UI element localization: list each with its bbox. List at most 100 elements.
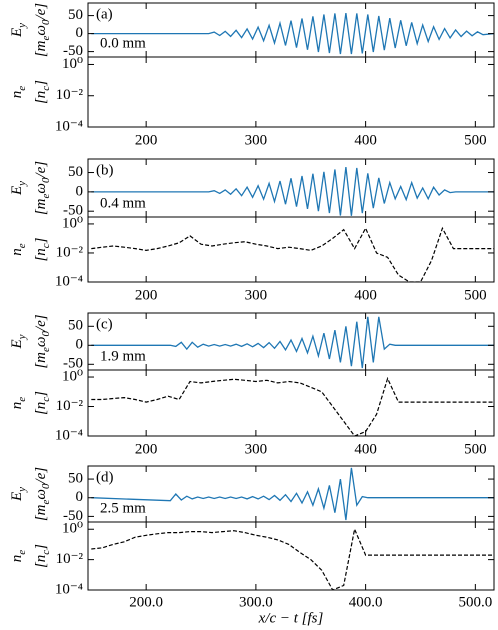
data-line xyxy=(91,376,494,436)
x-tick-label: 400 xyxy=(354,287,377,303)
axes-frame xyxy=(87,216,495,283)
subscript: 0 xyxy=(40,483,52,489)
subscript: 0 xyxy=(40,177,52,183)
subscript: 0 xyxy=(40,331,52,337)
label-part: [n xyxy=(33,248,49,261)
label-part: /e] xyxy=(33,467,49,485)
y-axis-label: [meω0/e] xyxy=(33,161,51,215)
x-tick-label: 400 xyxy=(354,132,377,148)
y-tick-label: 10⁻⁴ xyxy=(55,427,83,443)
subscript: y xyxy=(16,181,28,187)
subscript: e xyxy=(40,193,52,198)
y-tick-label: 10⁻⁴ xyxy=(55,273,83,289)
panel-label: (d) xyxy=(96,469,114,485)
label-part: [m xyxy=(33,352,49,369)
y-axis-label: ne xyxy=(9,397,27,410)
y-tick-label: 10⁰ xyxy=(62,215,83,231)
subscript: c xyxy=(40,86,52,91)
y-axis-label: Ey xyxy=(9,487,27,502)
data-line xyxy=(91,527,494,590)
label-part: E xyxy=(9,186,25,196)
label-part: E xyxy=(9,28,25,38)
label-part: /e] xyxy=(33,161,49,179)
label-part: E xyxy=(9,492,25,502)
y-tick-label: 0 xyxy=(76,337,84,353)
subscript: c xyxy=(40,550,52,555)
axes-frame xyxy=(87,312,495,371)
x-tick-label: 200 xyxy=(135,132,158,148)
annotation: 0.4 mm xyxy=(100,195,146,211)
annotation: 0.0 mm xyxy=(100,35,146,51)
y-tick-label: 10⁰ xyxy=(62,368,83,384)
y-tick-label: -50 xyxy=(63,203,83,219)
y-axis-label: [meω0/e] xyxy=(33,467,51,521)
label-part: E xyxy=(9,339,25,349)
data-line xyxy=(91,167,494,216)
axes-frame xyxy=(87,56,495,128)
x-tick-label: 200.0 xyxy=(129,594,163,610)
annotation: 2.5 mm xyxy=(100,500,146,516)
label-part: ω xyxy=(33,489,49,500)
label-part: [n xyxy=(33,402,49,415)
y-axis-label: Ey xyxy=(9,334,27,349)
y-tick-label: 10⁻² xyxy=(56,398,84,414)
x-tick-label: 200 xyxy=(135,441,158,457)
label-part: n xyxy=(9,402,25,410)
label-part: ω xyxy=(33,337,49,348)
y-tick-label: 50 xyxy=(68,318,83,334)
x-tick-label: 200 xyxy=(135,287,158,303)
subscript: e xyxy=(16,397,28,402)
x-tick-label: 500 xyxy=(464,287,487,303)
label-part: ω xyxy=(33,25,49,36)
y-axis-label: [nc] xyxy=(33,544,51,568)
axes-frame xyxy=(87,369,495,437)
x-tick-label: 400.0 xyxy=(349,594,383,610)
y-tick-label: 50 xyxy=(68,7,83,23)
x-tick-label: 400 xyxy=(354,441,377,457)
subscript: e xyxy=(40,499,52,504)
y-axis-label: ne xyxy=(9,550,27,563)
y-axis-label: ne xyxy=(9,86,27,99)
panel-label: (b) xyxy=(96,162,114,178)
label-part: [n xyxy=(33,555,49,568)
y-tick-label: 10⁻² xyxy=(56,551,84,567)
data-line xyxy=(91,13,494,55)
subscript: e xyxy=(16,243,28,248)
label-part: [m xyxy=(33,198,49,215)
data-line xyxy=(91,316,494,369)
y-axis-label: Ey xyxy=(9,181,27,196)
x-tick-label: 300 xyxy=(245,441,268,457)
y-tick-label: -50 xyxy=(63,356,83,372)
label-part: ] xyxy=(33,80,49,87)
y-tick-label: -50 xyxy=(63,508,83,524)
y-tick-label: 10⁰ xyxy=(62,521,83,537)
y-tick-label: 10⁰ xyxy=(62,56,83,72)
label-part: ] xyxy=(33,544,49,551)
x-tick-label: 500 xyxy=(464,132,487,148)
y-axis-label: [nc] xyxy=(33,391,51,415)
subscript: e xyxy=(16,86,28,91)
x-tick-label: 300.0 xyxy=(239,594,273,610)
panel-label: (c) xyxy=(96,316,113,332)
y-tick-label: 10⁻⁴ xyxy=(55,581,83,597)
label-part: n xyxy=(9,248,25,256)
label-part: /e] xyxy=(33,314,49,332)
x-tick-label: 300 xyxy=(245,287,268,303)
subscript: y xyxy=(16,487,28,493)
y-tick-label: 10⁻⁴ xyxy=(55,118,83,134)
label-part: [m xyxy=(33,504,49,521)
data-line xyxy=(91,467,494,521)
x-tick-label: 300 xyxy=(245,132,268,148)
label-part: ] xyxy=(33,237,49,244)
y-tick-label: 10⁻² xyxy=(56,87,84,103)
x-tick-label: 500.0 xyxy=(458,594,492,610)
label-part: n xyxy=(9,91,25,99)
y-tick-label: 50 xyxy=(68,164,83,180)
y-axis-label: [meω0/e] xyxy=(33,314,51,368)
axes-frame xyxy=(87,465,495,523)
subscript: 0 xyxy=(40,19,52,25)
y-tick-label: 0 xyxy=(76,489,84,505)
subscript: c xyxy=(40,397,52,402)
label-part: [n xyxy=(33,91,49,104)
